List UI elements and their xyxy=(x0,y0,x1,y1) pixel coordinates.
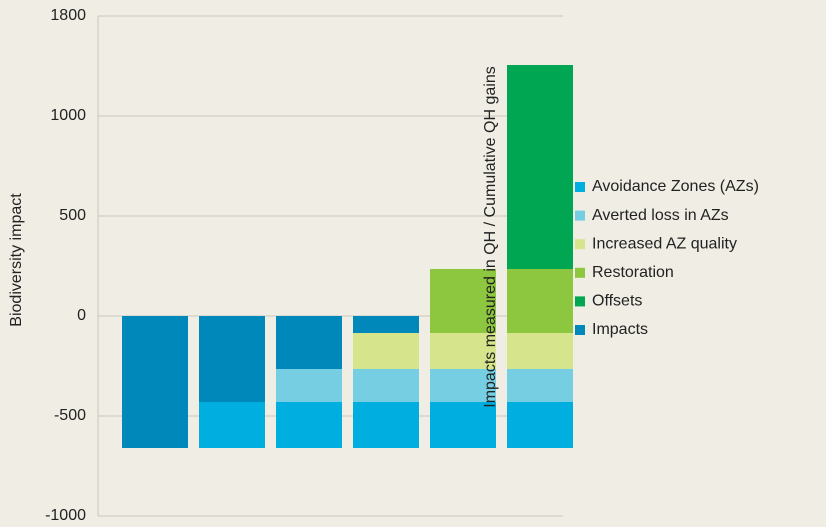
legend-label: Averted loss in AZs xyxy=(592,207,729,224)
y-tick-label: 0 xyxy=(77,307,86,324)
bar-segment xyxy=(353,369,419,402)
bar-segment xyxy=(507,369,573,402)
y-tick-label: -1000 xyxy=(45,507,86,524)
bar-segment xyxy=(199,402,265,448)
y-tick-label: 1000 xyxy=(50,107,86,124)
bar-segment xyxy=(507,65,573,269)
bar-segment xyxy=(430,333,496,369)
y-tick-label: 500 xyxy=(59,207,86,224)
legend-label: Restoration xyxy=(592,264,674,281)
bar-segment xyxy=(430,402,496,448)
bar-segment xyxy=(430,269,496,333)
legend-swatch xyxy=(575,296,585,307)
annotation: Impacts measured in QH / Cumulative QH g… xyxy=(482,66,499,407)
legend-label: Impacts xyxy=(592,321,648,338)
bar-segment xyxy=(507,269,573,333)
y-axis-label: Biodiversity impact xyxy=(8,193,25,327)
bar-segment xyxy=(353,333,419,369)
bar-segment xyxy=(276,402,342,448)
bar-segment xyxy=(430,369,496,402)
bar-segment xyxy=(507,402,573,448)
y-tick-label: 1800 xyxy=(50,7,86,24)
bar-segment xyxy=(353,316,419,333)
bar-segment xyxy=(122,316,188,448)
bar-segment xyxy=(353,402,419,448)
legend-label: Offsets xyxy=(592,293,642,310)
bar-segment xyxy=(199,316,265,402)
legend-swatch xyxy=(575,267,585,278)
legend-swatch xyxy=(575,325,585,335)
legend-swatch xyxy=(575,239,585,250)
legend-swatch xyxy=(575,182,585,192)
legend-label: Avoidance Zones (AZs) xyxy=(592,178,759,195)
bar-segment xyxy=(507,333,573,369)
legend-swatch xyxy=(575,210,585,221)
bar-segment xyxy=(276,316,342,369)
plot: -1000 -500 0 500 1000 1800 Avoidance Zones (AZ… xyxy=(45,7,759,524)
bar-segment xyxy=(276,369,342,402)
y-tick-label: -500 xyxy=(54,407,86,424)
legend-label: Increased AZ quality xyxy=(592,235,737,252)
